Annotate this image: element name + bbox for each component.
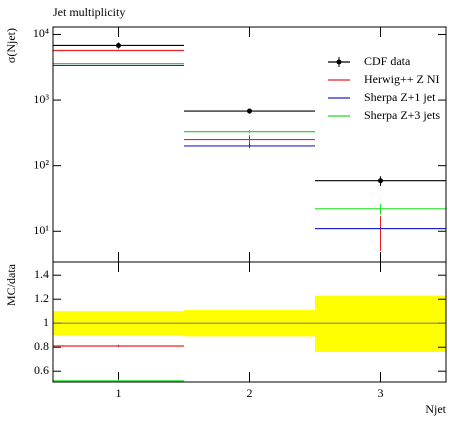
chart-title: Jet multiplicity (53, 5, 125, 19)
x-axis-label: Njet (425, 402, 446, 416)
data-point (116, 42, 121, 48)
x-tick-label: 3 (378, 386, 384, 400)
x-tick-label: 1 (116, 386, 122, 400)
y-tick-label: 0.8 (34, 339, 49, 353)
y-tick-label: 10² (33, 157, 49, 171)
legend-label: Sherpa Z+1 jet (364, 90, 436, 104)
y-tick-label: 1 (43, 315, 49, 329)
y-axis-label: σ(Njet) (4, 28, 18, 63)
y-tick-label: 1.2 (34, 291, 49, 305)
y-tick-label: 10¹ (33, 223, 49, 237)
data-point (378, 178, 383, 184)
data-point (247, 108, 252, 114)
y-tick-label: 0.6 (34, 363, 49, 377)
legend-label: CDF data (364, 54, 411, 68)
y-tick-label: 1.4 (34, 267, 49, 281)
legend-label: Sherpa Z+3 jets (364, 108, 440, 122)
legend-label: Herwig++ Z NI (364, 72, 440, 86)
x-tick-label: 2 (247, 386, 253, 400)
legend-swatch (336, 59, 342, 65)
y-tick-label: 10⁴ (33, 26, 49, 40)
ratio-y-axis-label: MC/data (4, 263, 18, 306)
plot-frame (52, 261, 447, 383)
y-tick-label: 10³ (33, 92, 49, 106)
